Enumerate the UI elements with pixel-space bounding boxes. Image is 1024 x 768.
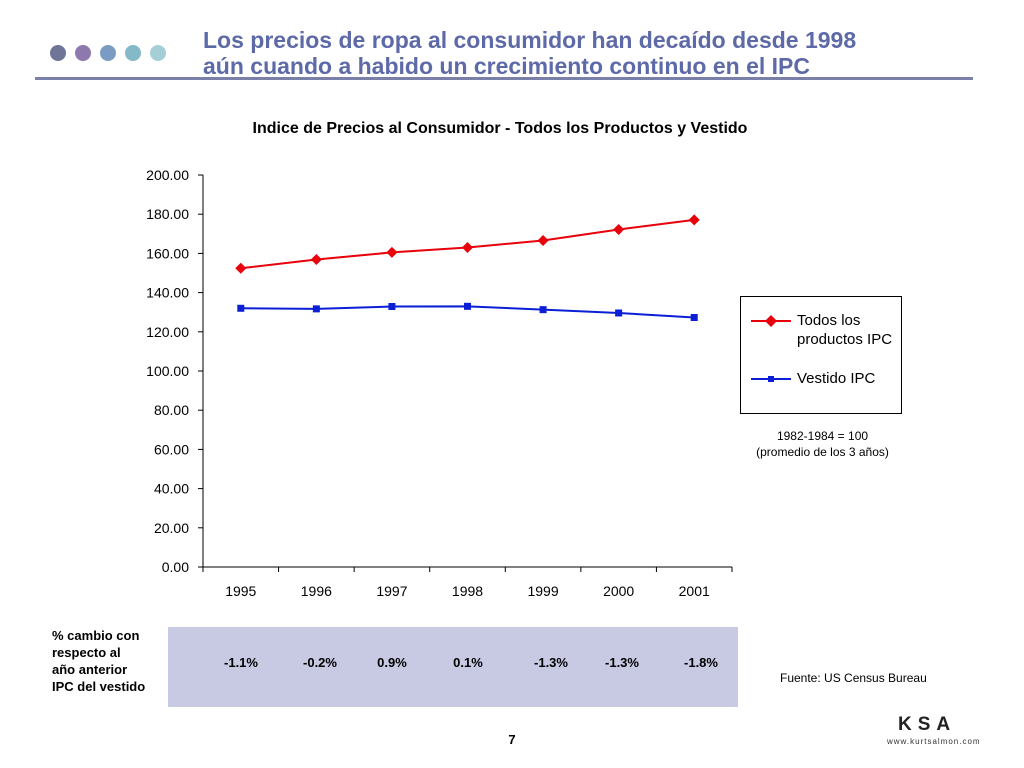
data-point-vestido-1998 — [464, 302, 471, 310]
data-point-todos-2001 — [688, 214, 700, 226]
dot-5 — [150, 45, 166, 61]
x-tick-label: 2001 — [679, 583, 710, 599]
legend-swatch-vestido — [751, 376, 791, 382]
data-point-todos-1997 — [386, 246, 398, 258]
legend-swatch-todos — [751, 315, 791, 327]
source-note: Fuente: US Census Bureau — [780, 671, 927, 685]
data-point-todos-1995 — [235, 262, 247, 274]
logo-url: www.kurtsalmon.com — [887, 737, 981, 746]
pct-change-label-line-3: año anterior — [52, 662, 128, 677]
slide-title: Los precios de ropa al consumidor han de… — [203, 27, 1003, 79]
y-tick-label: 20.00 — [154, 520, 189, 536]
pct-change-band — [168, 627, 738, 707]
data-point-vestido-1996 — [312, 305, 320, 313]
y-tick-label: 200.00 — [146, 167, 189, 183]
data-point-todos-2000 — [613, 223, 625, 235]
pct-change-label-line-1: % cambio con — [52, 628, 140, 643]
legend-item-vestido: Vestido IPC — [751, 369, 907, 388]
pct-change-1995: -1.1% — [224, 655, 258, 670]
decorative-dots — [50, 45, 166, 61]
y-tick-label: 60.00 — [154, 441, 189, 457]
pct-change-1997: 0.9% — [377, 655, 407, 670]
pct-change-2000: -1.3% — [605, 655, 639, 670]
y-tick-label: 80.00 — [154, 402, 189, 418]
y-tick-label: 40.00 — [154, 481, 189, 497]
pct-change-1999: -1.3% — [534, 655, 568, 670]
y-tick-label: 120.00 — [146, 324, 189, 340]
y-tick-label: 100.00 — [146, 363, 189, 379]
x-tick-label: 2000 — [603, 583, 634, 599]
y-tick-label: 140.00 — [146, 285, 189, 301]
x-tick-label: 1995 — [225, 583, 256, 599]
pct-change-1996: -0.2% — [303, 655, 337, 670]
y-tick-label: 160.00 — [146, 245, 189, 261]
ksa-logo: KSA — [898, 714, 957, 735]
chart-title: Indice de Precios al Consumidor - Todos … — [252, 120, 748, 137]
x-tick-label: 1996 — [301, 583, 332, 599]
slide-title-line-2: aún cuando a habido un crecimiento conti… — [203, 53, 811, 79]
pct-change-1998: 0.1% — [453, 655, 483, 670]
data-point-vestido-1995 — [237, 304, 245, 312]
pct-change-label-line-4: IPC del vestido — [52, 679, 146, 694]
page-number: 7 — [508, 732, 516, 747]
data-point-vestido-1997 — [388, 303, 396, 311]
y-tick-label: 0.00 — [162, 559, 189, 575]
dot-4 — [125, 45, 141, 61]
legend-label-vestido: Vestido IPC — [797, 370, 876, 387]
dot-3 — [100, 45, 116, 61]
slide-title-line-1: Los precios de ropa al consumidor han de… — [203, 27, 857, 53]
pct-change-2001: -1.8% — [684, 655, 718, 670]
y-tick-label: 180.00 — [146, 206, 189, 222]
data-point-vestido-2000 — [615, 309, 623, 317]
base-period-line-2: (promedio de los 3 años) — [756, 445, 889, 459]
x-tick-label: 1999 — [527, 583, 558, 599]
data-point-vestido-2001 — [690, 313, 698, 321]
title-divider — [35, 77, 973, 80]
chart-legend: Todos los productos IPC Vestido IPC — [740, 296, 902, 414]
dot-1 — [50, 45, 66, 61]
base-period-line-1: 1982-1984 = 100 — [776, 429, 869, 443]
x-tick-label: 1998 — [452, 583, 483, 599]
legend-item-todos: Todos los productos IPC — [751, 311, 907, 349]
legend-label-todos-line-1: Todos los — [797, 312, 861, 329]
data-point-todos-1998 — [462, 242, 473, 254]
data-point-todos-1996 — [310, 253, 322, 265]
dot-2 — [75, 45, 91, 61]
base-period-note: 1982-1984 = 100 (promedio de los 3 años) — [730, 428, 915, 460]
pct-change-label-line-2: respecto al — [52, 645, 121, 660]
x-tick-label: 1997 — [376, 583, 407, 599]
legend-label-todos-line-2: productos IPC — [797, 331, 893, 348]
data-point-vestido-1999 — [539, 306, 547, 314]
data-point-todos-1999 — [537, 234, 549, 246]
pct-change-label: % cambio con respecto al año anterior IP… — [52, 627, 170, 695]
